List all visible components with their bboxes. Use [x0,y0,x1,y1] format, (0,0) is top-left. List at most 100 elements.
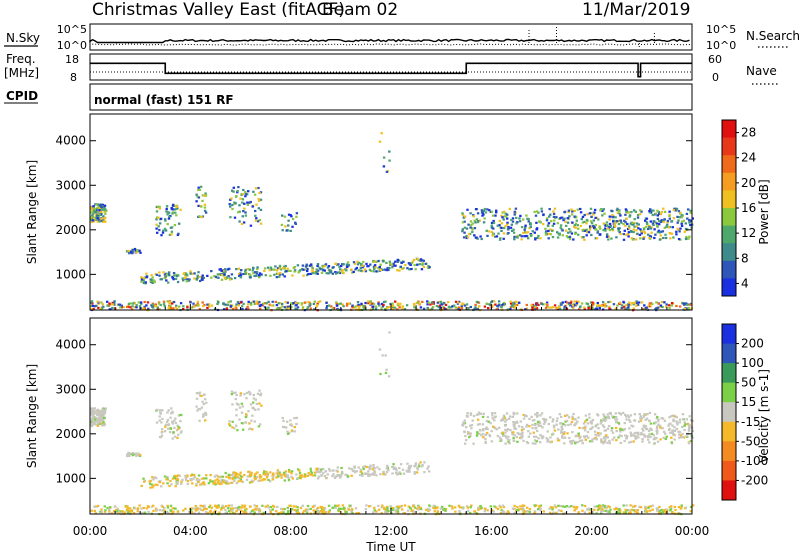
heatmap-cell [562,422,565,426]
y-tick-label: 2000 [55,223,86,237]
heatmap-cell [398,269,401,272]
heatmap-cell [635,225,638,228]
heatmap-cell [138,504,141,507]
heatmap-cell [648,509,652,512]
heatmap-cell [595,237,599,240]
heatmap-cell [556,236,560,239]
heatmap-cell [402,472,406,475]
heatmap-cell [513,511,516,515]
heatmap-cell [341,263,345,266]
heatmap-cell [601,508,604,511]
heatmap-cell [469,434,472,437]
heatmap-cell [540,436,544,439]
heatmap-cell [592,219,595,222]
heatmap-cell [286,432,290,435]
heatmap-cell [191,306,194,309]
heatmap-cell [607,235,610,238]
heatmap-cell [627,231,631,234]
heatmap-cell [182,279,185,282]
heatmap-cell [572,505,576,508]
heatmap-cell [607,301,610,304]
heatmap-cell [113,301,116,304]
heatmap-cell [258,192,261,195]
heatmap-cell [625,233,628,236]
heatmap-cell [152,484,155,487]
colorbar-tick-label: 100 [741,356,764,370]
heatmap-cell [100,301,103,304]
heatmap-cell [254,472,257,475]
heatmap-cell [646,222,649,225]
heatmap-cell [544,227,547,230]
heatmap-cell [234,398,237,401]
heatmap-cell [627,307,630,310]
heatmap-cell [204,413,208,416]
heatmap-cell [659,304,663,307]
heatmap-cell [688,235,691,238]
heatmap-cell [94,218,97,221]
heatmap-cell [600,438,603,441]
heatmap-cell [529,223,532,226]
heatmap-cell [608,305,611,308]
heatmap-cell [107,304,111,307]
heatmap-cell [378,468,381,471]
heatmap-cell [331,307,335,310]
heatmap-cell [309,303,312,306]
heatmap-cell [535,210,539,213]
heatmap-cell [97,205,100,208]
heatmap-cell [254,187,258,190]
heatmap-cell [98,417,101,420]
heatmap-cell [513,210,516,213]
heatmap-cell [670,304,673,307]
heatmap-cell [450,505,454,508]
heatmap-cell [579,305,582,308]
heatmap-cell [309,470,313,473]
heatmap-cell [458,510,461,513]
heatmap-cell [581,221,584,224]
heatmap-cell [635,304,638,307]
heatmap-cell [391,307,395,310]
heatmap-cell [352,270,355,273]
heatmap-cell [623,229,626,232]
heatmap-cell [237,303,241,306]
heatmap-cell [227,509,231,512]
heatmap-cell [482,221,486,224]
cpid-label: CPID [6,89,38,103]
heatmap-cell [665,508,668,511]
heatmap-cell [327,468,331,471]
heatmap-cell [96,504,100,507]
heatmap-cell [347,508,350,511]
heatmap-cell [524,226,527,229]
heatmap-cell [381,504,384,507]
heatmap-cell [641,438,644,441]
heatmap-cell [306,474,309,477]
heatmap-cell [401,468,405,471]
heatmap-cell [327,504,331,507]
heatmap-cell [550,306,553,309]
heatmap-cell [622,233,625,236]
heatmap-cell [599,422,602,425]
heatmap-cell [557,439,560,442]
heatmap-cell [563,414,567,417]
heatmap-cell [282,511,285,514]
heatmap-cell [227,482,230,485]
heatmap-cell [466,431,470,434]
heatmap-cell [99,308,102,311]
heatmap-cell [295,215,298,218]
heatmap-cell [316,303,319,307]
heatmap-cell [232,471,236,474]
heatmap-cell [190,511,194,514]
heatmap-cell [174,485,177,488]
heatmap-cell [286,475,289,478]
heatmap-cell [637,431,640,434]
heatmap-cell [154,483,157,486]
heatmap-cell [649,208,652,211]
heatmap-cell [638,413,641,416]
heatmap-cell [244,415,248,419]
heatmap-cell [287,509,290,512]
heatmap-cell [281,302,284,305]
heatmap-cell [321,265,324,268]
heatmap-cell [317,467,320,470]
heatmap-cell [100,419,103,422]
heatmap-cell [391,306,395,309]
heatmap-cell [629,230,633,233]
